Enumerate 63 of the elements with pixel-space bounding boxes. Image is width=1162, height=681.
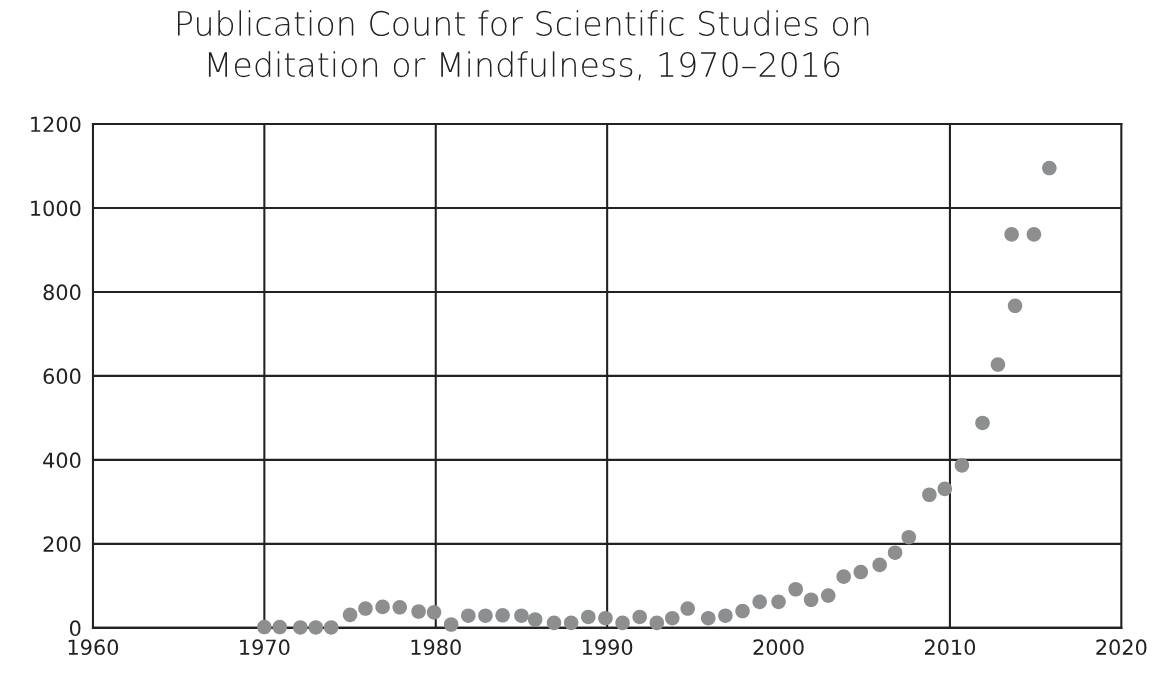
x-tick-label: 2010 [924, 639, 976, 656]
point [901, 529, 917, 545]
point [323, 620, 339, 635]
x-tick-label: 1960 [68, 639, 119, 656]
point [426, 605, 442, 620]
y-tick-label: 600 [43, 368, 81, 385]
point [615, 615, 630, 631]
point [752, 594, 767, 610]
point [495, 608, 510, 623]
point [872, 557, 887, 573]
x-tick-label: 2000 [753, 639, 804, 656]
point [922, 487, 937, 503]
point [293, 620, 308, 635]
point [853, 564, 869, 580]
point [937, 481, 953, 497]
point [649, 615, 665, 631]
point [563, 615, 579, 631]
x-tick-label: 1970 [240, 639, 290, 656]
point [990, 357, 1006, 372]
point [975, 415, 990, 431]
point [598, 610, 613, 626]
point [664, 610, 680, 626]
point [700, 610, 716, 626]
point [1004, 227, 1019, 242]
point [546, 615, 562, 631]
point [461, 608, 476, 623]
point [680, 601, 695, 616]
point [443, 617, 459, 632]
point [342, 607, 358, 623]
point [803, 592, 819, 608]
x-tick-label: 1990 [582, 639, 633, 656]
point [272, 619, 288, 635]
point [735, 603, 750, 619]
point [257, 619, 272, 635]
point [1007, 298, 1023, 314]
point [308, 620, 324, 635]
point [887, 545, 903, 560]
y-tick-label: 1000 [31, 200, 81, 217]
point [632, 609, 647, 625]
point [820, 588, 836, 603]
point [375, 599, 390, 615]
y-tick-label: 200 [43, 536, 81, 553]
x-tick-label: 1980 [411, 639, 461, 656]
point [954, 458, 970, 473]
point [392, 600, 408, 615]
point [1042, 160, 1057, 176]
y-tick-label: 400 [43, 452, 81, 469]
point [527, 612, 543, 627]
x-tick-label: 2020 [1096, 639, 1147, 656]
point [771, 594, 786, 610]
point [358, 601, 373, 616]
point [478, 608, 493, 623]
y-tick-label: 800 [43, 284, 81, 301]
chart-title: Publication Count for Scientific Studies on Meditation or Mindfulness, 1970–2016 [178, 10, 869, 81]
point [1026, 227, 1042, 242]
point [411, 604, 426, 619]
point [788, 581, 803, 597]
y-tick-label: 1200 [31, 116, 81, 133]
point [718, 608, 733, 623]
point [581, 609, 596, 625]
y-tick-label: 0 [69, 620, 81, 637]
point [514, 608, 529, 623]
point [836, 569, 851, 584]
